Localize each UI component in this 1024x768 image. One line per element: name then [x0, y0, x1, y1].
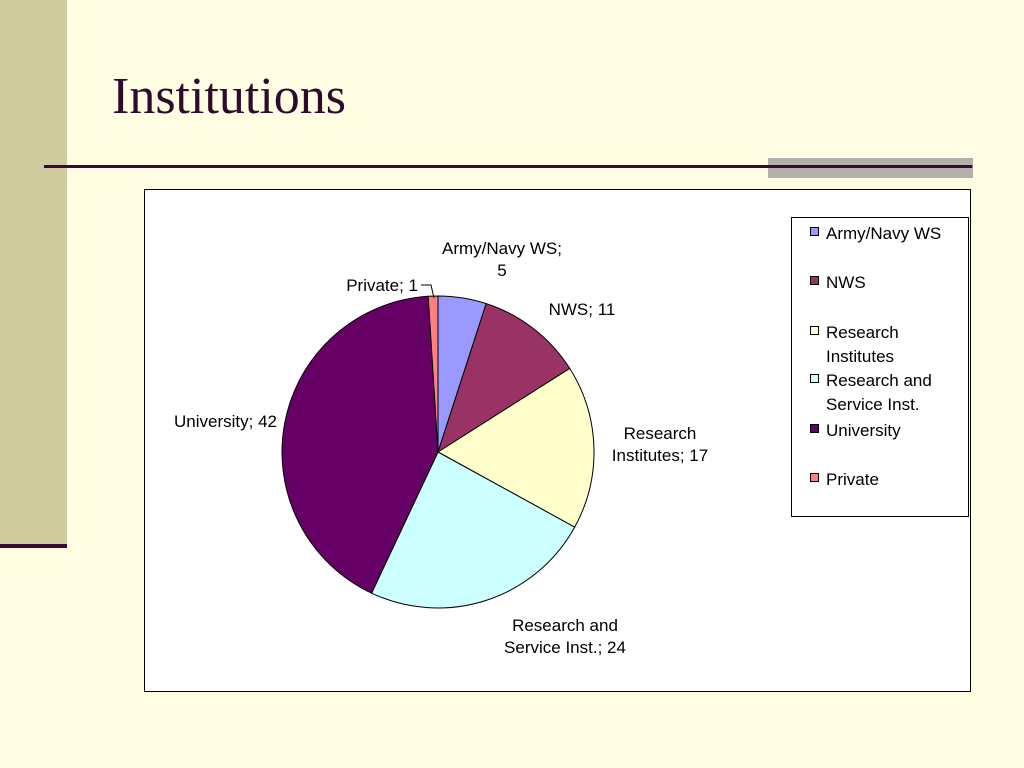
data-label-research-institutes: Research Institutes; 17	[612, 424, 708, 465]
legend-label: Private	[826, 470, 879, 489]
pie-slice-university	[281, 295, 439, 594]
pie-slice-nws	[437, 303, 571, 454]
legend-label: University	[826, 421, 901, 440]
left-band-rule	[0, 544, 67, 548]
legend-swatch	[810, 374, 819, 383]
title-rule-accent	[768, 158, 973, 178]
legend-label: Research and Service Inst.	[826, 371, 932, 414]
legend-swatch	[810, 326, 819, 335]
legend-label: NWS	[826, 273, 866, 292]
left-decorative-band	[0, 0, 67, 548]
data-label-nws: NWS; 11	[549, 300, 616, 319]
pie-slice-research-and-service-inst	[370, 451, 576, 609]
pie-chart: Army/Navy WS; 5 NWS; 11 Research Institutes;…	[174, 239, 708, 657]
slide-title: Institutions	[112, 68, 347, 125]
legend-swatch	[810, 227, 819, 236]
data-label-private: Private; 1	[346, 276, 418, 295]
legend-label: Army/Navy WS	[826, 224, 942, 243]
pie-slice-research-institutes	[437, 367, 595, 528]
legend-label: Research Institutes	[826, 323, 899, 366]
legend-swatch	[810, 473, 819, 482]
chart-area: Army/Navy WS; 5 NWS; 11 Research Institutes;…	[144, 189, 971, 692]
legend-swatch	[810, 424, 819, 433]
legend-swatch	[810, 276, 819, 285]
data-label-university: University; 42	[174, 412, 277, 431]
data-label-army-navy-ws: Army/Navy WS; 5	[442, 239, 562, 280]
data-label-research-and-service-inst: Research and Service Inst.; 24	[504, 616, 626, 657]
title-underline	[44, 165, 972, 168]
leader-line-private	[421, 284, 435, 299]
chart-legend: Army/Navy WS NWS Research Institutes Researc…	[791, 217, 969, 517]
